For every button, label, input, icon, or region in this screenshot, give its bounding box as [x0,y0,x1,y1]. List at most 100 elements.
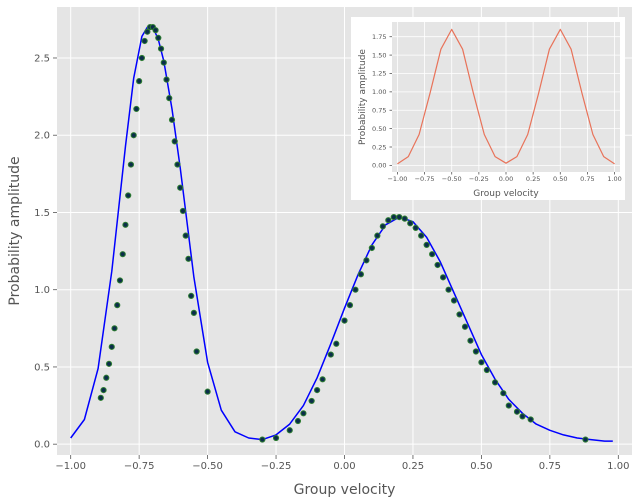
data-point [346,302,354,309]
data-point [122,221,129,228]
data-point [177,184,184,191]
data-point [166,95,173,102]
x-tick-label: 0.50 [553,175,567,183]
y-tick-label: 1.5 [34,208,50,219]
x-tick-label: 0.25 [526,175,540,183]
data-point [111,325,118,332]
data-point [429,251,436,258]
y-tick-label: 1.75 [372,33,386,41]
data-point [185,255,192,262]
x-tick-label: 0.25 [402,461,424,472]
data-point [467,337,474,344]
data-point [105,360,113,367]
data-point [519,413,526,420]
data-point [412,224,419,232]
x-tick-label: 1.00 [607,175,621,183]
data-point [127,161,135,168]
x-tick-label: −1.00 [387,175,407,183]
data-point [152,27,159,34]
data-point [374,232,381,239]
data-point [341,317,348,324]
data-point [333,340,340,347]
data-point [445,286,452,293]
data-point [97,394,104,401]
x-tick-label: −1.00 [55,461,86,472]
data-point [163,76,170,83]
data-point [190,309,198,316]
y-tick-label: 0.50 [372,125,386,133]
y-tick-label: 1.0 [34,285,50,296]
data-point [141,37,148,45]
data-point [527,416,534,423]
x-tick-label: −0.25 [261,461,292,472]
data-point [259,436,266,443]
data-point [108,343,115,350]
data-point [171,138,178,145]
x-axis-label: Group velocity [294,482,396,498]
data-point [160,59,167,66]
data-point [168,116,176,123]
y-axis-label: Probability amplitude [358,49,368,145]
data-point [319,376,326,383]
y-tick-label: 0.00 [372,162,386,170]
x-tick-label: 0.00 [499,175,513,183]
data-point [286,427,293,434]
data-point [114,302,121,309]
data-point [174,161,181,168]
data-point [188,292,195,299]
series-line [397,28,615,165]
data-point [450,297,458,304]
data-point [300,410,307,417]
data-point [439,274,447,281]
data-point [434,261,441,269]
data-point [407,220,414,227]
y-tick-label: 1.00 [372,88,386,96]
x-tick-label: −0.25 [469,175,489,183]
data-point [155,34,162,41]
data-point [390,213,397,221]
data-point [500,390,507,397]
x-tick-label: −0.50 [442,175,462,183]
data-point [478,359,485,366]
y-tick-label: 0.75 [372,107,386,115]
y-tick-label: 0.0 [34,440,50,451]
data-point [472,348,480,355]
data-point [294,417,302,425]
data-point [363,257,370,264]
data-point [272,434,280,442]
data-point [418,232,425,239]
data-point [144,28,151,35]
data-point [100,387,107,394]
data-point [582,436,589,443]
data-point [193,348,200,355]
x-tick-label: 0.75 [580,175,594,183]
data-point [308,397,315,405]
data-point [116,277,124,284]
x-tick-label: −0.50 [192,461,223,472]
inset-chart: −1.00 −0.75 −0.50 −0.25 0.00 0.25 0.50 0.75 1.00… [358,22,622,199]
data-point [505,402,512,409]
data-point [491,379,499,386]
data-point [133,105,140,113]
data-point [423,241,430,249]
data-point [179,207,187,215]
data-point [103,374,110,381]
data-point [136,78,143,85]
y-tick-label: 2.5 [34,53,50,64]
x-tick-label: −0.75 [415,175,435,183]
y-tick-label: 1.50 [372,51,386,59]
x-tick-label: 0.75 [539,461,561,472]
x-tick-label: 0.50 [470,461,492,472]
data-point [483,366,490,374]
data-point [461,323,469,330]
data-point [357,271,365,278]
data-point [314,387,321,394]
data-point [327,351,334,358]
x-tick-label: −0.75 [124,461,155,472]
y-tick-label: 0.25 [372,143,386,151]
data-point [125,192,132,199]
y-tick-label: 2.0 [34,131,50,142]
data-point [157,45,165,52]
x-tick-label: 0.00 [333,461,355,472]
data-point [379,223,386,230]
